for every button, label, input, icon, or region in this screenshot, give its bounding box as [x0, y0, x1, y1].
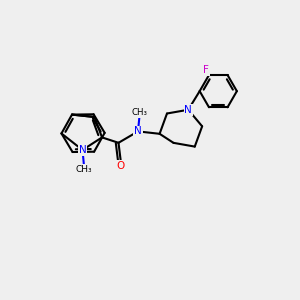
Text: F: F: [203, 65, 209, 75]
Text: N: N: [79, 145, 86, 155]
Text: CH₃: CH₃: [131, 108, 148, 117]
Text: O: O: [117, 161, 125, 171]
Text: N: N: [134, 126, 142, 136]
Text: N: N: [184, 105, 192, 115]
Text: CH₃: CH₃: [76, 165, 92, 174]
